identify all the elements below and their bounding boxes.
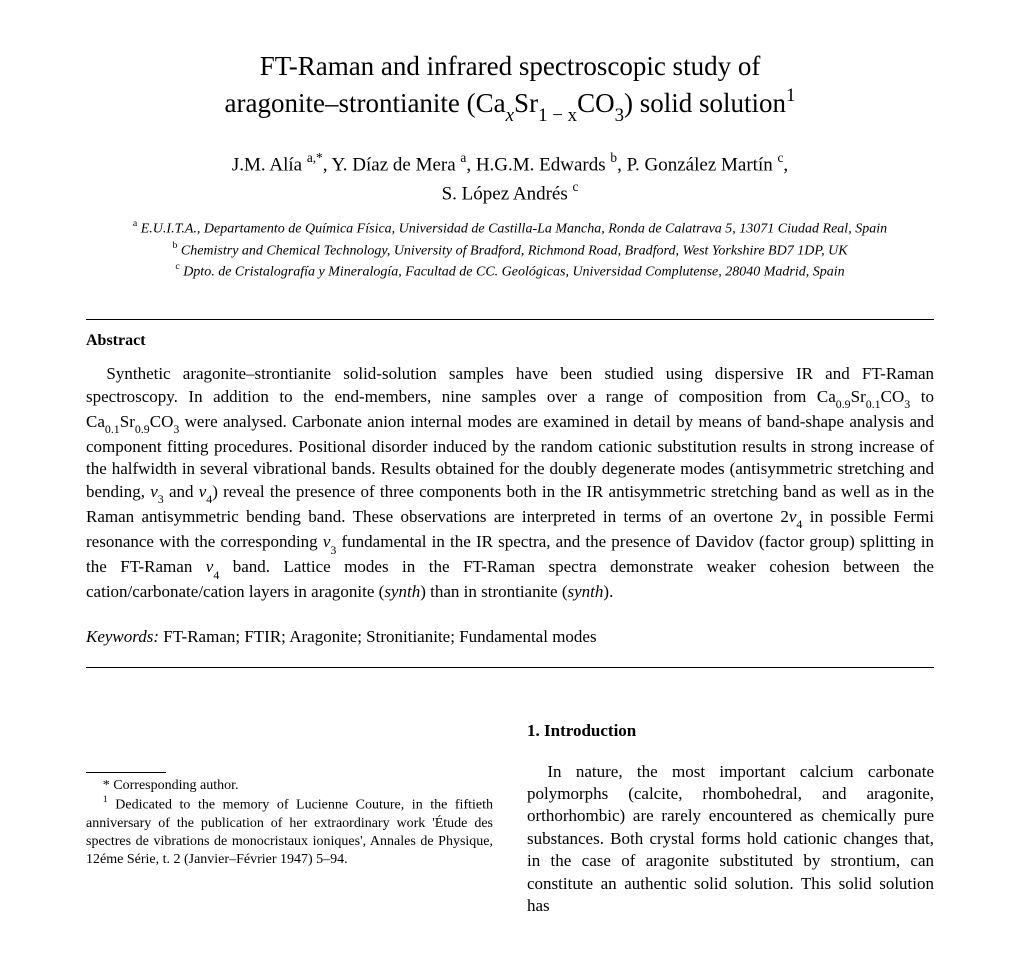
author-5: S. López Andrés — [442, 184, 568, 205]
abs-sub01: 0.1 — [866, 397, 881, 411]
title-line-2a: aragonite–strontianite (Ca — [225, 88, 506, 118]
abstract-heading: Abstract — [86, 330, 934, 352]
keywords-label: Keywords: — [86, 627, 159, 646]
top-rule — [86, 319, 934, 320]
section-1-body: In nature, the most important calcium ca… — [527, 761, 934, 918]
abs-m: ) than in strontianite ( — [420, 582, 567, 601]
aff-b-text: Chemistry and Chemical Technology, Unive… — [177, 243, 847, 258]
aff-a-sup: a — [133, 218, 137, 229]
abs-sub09: 0.9 — [836, 397, 851, 411]
abs-c: CO — [881, 387, 905, 406]
footnote-corr-text: * Corresponding author. — [103, 778, 239, 793]
bottom-rule — [86, 667, 934, 668]
footnote-ded-text: Dedicated to the memory of Lucienne Cout… — [86, 798, 493, 868]
keywords-line: Keywords: FT-Raman; FTIR; Aragonite; Str… — [86, 626, 934, 649]
title-line-2b: Sr — [514, 88, 538, 118]
right-column: 1. Introduction In nature, the most impo… — [527, 720, 934, 918]
abs-s3: 3 — [158, 492, 164, 506]
keywords-text: FT-Raman; FTIR; Aragonite; Stronitianite… — [159, 627, 597, 646]
title-line-2c: CO — [577, 88, 615, 118]
abs-sub3b: 3 — [173, 422, 179, 436]
two-column: * Corresponding author. 1 Dedicated to t… — [86, 720, 934, 918]
paper-title: FT-Raman and infrared spectroscopic stud… — [86, 48, 934, 126]
abs-sub09b: 0.9 — [135, 422, 150, 436]
footnote-ded-sup: 1 — [103, 794, 108, 805]
abs-s3b: 3 — [330, 543, 336, 557]
abs-e: Sr — [120, 412, 135, 431]
title-sub-3: 3 — [615, 105, 624, 126]
abs-h: and — [164, 482, 199, 501]
author-2-sup: a — [460, 150, 466, 165]
affiliation-b: b Chemistry and Chemical Technology, Uni… — [86, 240, 934, 262]
affiliation-a: a E.U.I.T.A., Departamento de Química Fí… — [86, 218, 934, 240]
author-5-sup: c — [572, 179, 578, 194]
author-1: J.M. Alía — [232, 155, 302, 176]
abs-sub01b: 0.1 — [105, 422, 120, 436]
left-column: * Corresponding author. 1 Dedicated to t… — [86, 720, 493, 918]
title-sup-1: 1 — [786, 85, 795, 106]
abs-s4: 4 — [206, 492, 212, 506]
authors-line: J.M. Alía a,*, Y. Díaz de Mera a, H.G.M.… — [86, 150, 934, 208]
abs-s4b: 4 — [796, 517, 802, 531]
author-3-sup: b — [610, 150, 617, 165]
abs-nu3: ν — [150, 482, 158, 501]
abstract-body: Synthetic aragonite–strontianite solid-s… — [86, 363, 934, 603]
aff-a-text: E.U.I.T.A., Departamento de Química Físi… — [137, 222, 887, 237]
abs-b: Sr — [851, 387, 866, 406]
title-sub-1mx: 1 − x — [538, 105, 577, 126]
aff-b-sup: b — [172, 240, 177, 251]
author-1-sup: a,* — [307, 150, 323, 165]
footnote-rule — [86, 772, 166, 773]
author-4: , P. González Martín — [617, 155, 773, 176]
footnote-corresponding: * Corresponding author. — [86, 777, 493, 795]
author-2: , Y. Díaz de Mera — [323, 155, 456, 176]
abs-sub3: 3 — [904, 397, 910, 411]
aff-c-text: Dpto. de Cristalografía y Mineralogía, F… — [180, 265, 845, 280]
abs-a: Synthetic aragonite–strontianite solid-s… — [86, 364, 934, 405]
affiliations: a E.U.I.T.A., Departamento de Química Fí… — [86, 218, 934, 283]
abs-s4c: 4 — [213, 568, 219, 582]
affiliation-c: c Dpto. de Cristalografía y Mineralogía,… — [86, 261, 934, 283]
author-3: , H.G.M. Edwards — [466, 155, 605, 176]
author-4-sup: c — [777, 150, 783, 165]
abs-n: ). — [603, 582, 613, 601]
abs-synth1: synth — [384, 582, 420, 601]
footnote-dedication: 1 Dedicated to the memory of Lucienne Co… — [86, 795, 493, 869]
abs-f: CO — [150, 412, 174, 431]
abs-synth2: synth — [568, 582, 604, 601]
section-1-heading: 1. Introduction — [527, 720, 934, 743]
title-line-2d: ) solid solution — [624, 88, 786, 118]
title-sub-x: x — [506, 105, 514, 126]
aff-c-sup: c — [175, 261, 179, 272]
title-line-1: FT-Raman and infrared spectroscopic stud… — [260, 51, 761, 81]
